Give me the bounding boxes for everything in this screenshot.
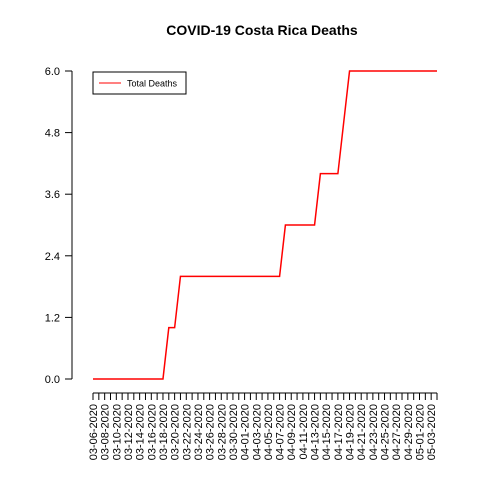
y-tick-label: 4.8 xyxy=(45,128,60,140)
x-axis: 03-06-2020 03-08-2020 03-10-2020 03-12-2020… xyxy=(88,392,438,460)
legend: Total Deaths xyxy=(92,71,187,95)
chart-title: COVID-19 Costa Rica Deaths xyxy=(166,22,358,38)
x-tick-label: 03-18-2020 xyxy=(158,404,170,460)
x-tick-label: 03-30-2020 xyxy=(228,404,240,460)
legend-label-total-deaths: Total Deaths xyxy=(127,79,178,89)
x-tick-label: 04-07-2020 xyxy=(275,404,287,460)
x-tick-label: 04-29-2020 xyxy=(403,404,415,460)
x-tick-label: 04-17-2020 xyxy=(333,404,345,460)
series-line-total-deaths xyxy=(93,70,437,380)
x-tick-label: 03-10-2020 xyxy=(111,404,123,460)
x-tick-label: 04-05-2020 xyxy=(263,404,275,460)
series-group xyxy=(93,70,437,380)
legend-box xyxy=(92,71,187,95)
x-tick-label: 03-08-2020 xyxy=(100,404,112,460)
y-tick-label: 0.0 xyxy=(45,374,60,386)
x-tick-label: 03-22-2020 xyxy=(181,404,193,460)
x-tick-label: 04-03-2020 xyxy=(251,404,263,460)
x-tick-label: 04-21-2020 xyxy=(356,404,368,460)
y-tick-label: 1.2 xyxy=(45,312,60,324)
x-tick-label: 04-01-2020 xyxy=(240,404,252,460)
x-tick-label: 03-20-2020 xyxy=(170,404,182,460)
x-tick-label: 03-12-2020 xyxy=(123,404,135,460)
x-tick-label: 05-03-2020 xyxy=(426,404,438,460)
x-tick-label: 04-27-2020 xyxy=(391,404,403,460)
x-tick-label: 04-19-2020 xyxy=(345,404,357,460)
x-tick-label: 03-28-2020 xyxy=(216,404,228,460)
x-tick-label: 04-15-2020 xyxy=(321,404,333,460)
y-tick-label: 3.6 xyxy=(45,189,60,201)
x-tick-label: 05-01-2020 xyxy=(415,404,427,460)
y-axis: 0.0 1.2 2.4 3.6 4.8 6.0 xyxy=(45,66,73,386)
x-tick-label: 04-13-2020 xyxy=(310,404,322,460)
x-tick-label: 03-14-2020 xyxy=(135,404,147,460)
y-ticks: 0.0 1.2 2.4 3.6 4.8 6.0 xyxy=(45,66,72,386)
y-tick-label: 6.0 xyxy=(45,66,60,78)
x-tick-label: 04-23-2020 xyxy=(368,404,380,460)
x-ticks: 03-06-2020 03-08-2020 03-10-2020 03-12-2020… xyxy=(88,393,438,460)
x-tick-label: 03-16-2020 xyxy=(146,404,158,460)
x-tick-label: 04-09-2020 xyxy=(286,404,298,460)
y-tick-label: 2.4 xyxy=(45,251,60,263)
x-tick-label: 03-26-2020 xyxy=(205,404,217,460)
x-tick-label: 04-11-2020 xyxy=(298,404,310,459)
x-tick-label: 03-24-2020 xyxy=(193,404,205,460)
x-tick-label: 03-06-2020 xyxy=(88,404,100,460)
x-tick-label: 04-25-2020 xyxy=(380,404,392,460)
